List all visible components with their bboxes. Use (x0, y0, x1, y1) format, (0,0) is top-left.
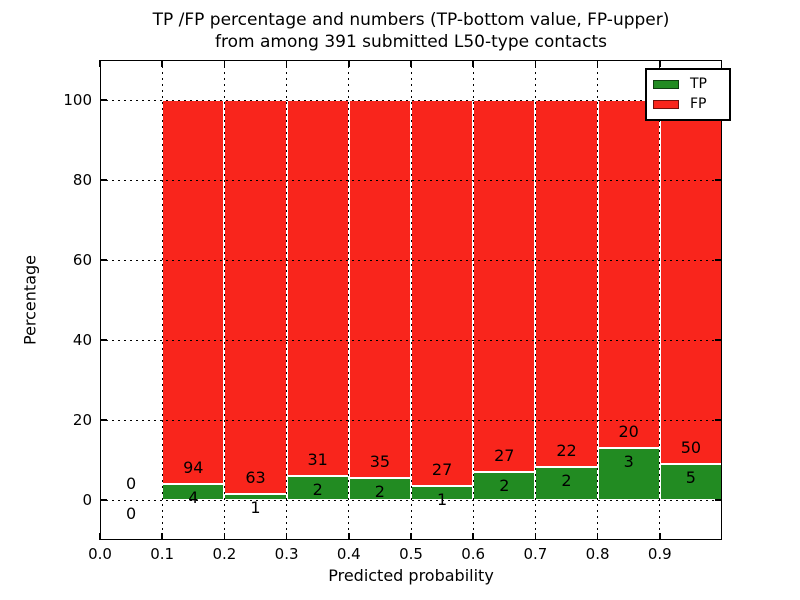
bar-count-label-fp: 35 (369, 452, 391, 472)
x-tick-mark (410, 533, 412, 540)
bar-segment-fp (473, 100, 536, 473)
bar-segment-fp (597, 100, 660, 448)
bar-count-label-fp: 31 (307, 449, 328, 469)
bar-segment-fp (286, 100, 349, 476)
x-tick-mark (659, 533, 661, 540)
chart-title-line-2: from among 391 submitted L50-type contac… (215, 32, 607, 52)
y-tick-mark-right (715, 259, 722, 261)
bar-segment-fp (224, 100, 287, 494)
bar-count-label-tp: 2 (499, 476, 510, 496)
bar-count-label-tp: 0 (126, 504, 137, 523)
y-tick-label: 20 (72, 411, 92, 429)
legend: TP FP (645, 68, 731, 121)
x-tick-label: 0.5 (399, 545, 423, 563)
y-tick-mark (100, 99, 107, 101)
x-tick-mark-top (223, 60, 226, 67)
bar-segment-tp (597, 447, 660, 500)
x-tick-mark-top (99, 60, 101, 67)
y-tick-mark (100, 499, 107, 501)
x-tick-label: 0.0 (88, 545, 112, 563)
x-tick-mark-top (161, 60, 163, 67)
y-tick-mark (100, 259, 107, 261)
legend-swatch-tp-icon (653, 79, 679, 89)
bar-count-label-fp: 27 (431, 459, 453, 479)
x-tick-label: 0.1 (150, 545, 175, 563)
bar-segment-fp (411, 100, 474, 486)
x-tick-mark (472, 533, 474, 540)
legend-item-fp: FP (653, 94, 723, 114)
bar-count-label-fp: 0 (126, 474, 137, 493)
bar-count-label-tp: 5 (685, 467, 696, 487)
y-tick-mark (100, 179, 107, 181)
legend-label-fp: FP (690, 96, 707, 112)
x-tick-mark (99, 533, 101, 540)
bar-segment-fp (348, 100, 411, 479)
bar-count-label-tp: 2 (374, 482, 385, 502)
y-tick-mark (100, 419, 107, 421)
bar-segment-fp (162, 100, 225, 484)
x-tick-mark (161, 533, 163, 540)
y-tick-mark-right (715, 339, 722, 341)
bar-segment-tp (659, 463, 722, 500)
legend-swatch-fp-icon (653, 99, 679, 109)
x-tick-label: 0.3 (274, 545, 299, 563)
x-tick-mark-top (285, 60, 288, 67)
bar-segment-tp (411, 485, 474, 500)
x-tick-mark-top (410, 60, 412, 67)
x-tick-mark (223, 533, 226, 540)
x-tick-mark-top (348, 60, 350, 67)
x-tick-label: 0.8 (585, 545, 610, 563)
x-axis-label: Predicted probability (328, 566, 494, 585)
x-tick-label: 0.9 (647, 545, 672, 563)
bar-segment-tp (473, 472, 536, 500)
x-tick-label: 0.6 (461, 545, 486, 563)
x-tick-mark-top (659, 60, 661, 67)
y-tick-mark-right (715, 419, 722, 421)
bar-count-label-fp: 27 (494, 446, 515, 466)
bar-segment-tp (224, 493, 287, 500)
x-tick-mark (348, 533, 350, 540)
x-tick-label: 0.2 (212, 545, 237, 563)
bar-count-label-tp: 3 (623, 451, 634, 471)
bar-count-label-tp: 2 (312, 479, 323, 499)
bar-count-label-tp: 4 (188, 487, 199, 507)
bar-count-label-fp: 94 (183, 457, 204, 477)
legend-item-tp: TP (653, 74, 723, 94)
bar-segment-tp (286, 475, 349, 500)
y-tick-mark-right (715, 499, 722, 501)
bar-count-label-tp: 1 (437, 489, 448, 509)
x-tick-mark-top (534, 60, 537, 67)
bar-segment-tp (348, 478, 411, 500)
x-tick-mark (534, 533, 537, 540)
x-tick-label: 0.4 (336, 545, 361, 563)
x-tick-mark-top (596, 60, 599, 67)
bar-count-label-tp: 2 (561, 470, 572, 490)
y-tick-label: 80 (72, 171, 92, 189)
bar-segment-tp (535, 466, 598, 500)
y-tick-label: 0 (82, 491, 92, 509)
x-tick-mark (596, 533, 599, 540)
x-tick-mark-top (472, 60, 474, 67)
chart-title-line-1: TP /FP percentage and numbers (TP-bottom… (152, 10, 670, 30)
legend-label-tp: TP (690, 76, 707, 92)
bar-count-label-tp: 1 (250, 497, 261, 517)
x-tick-mark (285, 533, 288, 540)
bar-count-label-fp: 20 (618, 421, 639, 441)
bar-count-label-fp: 63 (245, 467, 266, 487)
bar-segment-tp (162, 483, 225, 500)
y-tick-label: 60 (72, 251, 92, 269)
y-tick-mark-right (715, 179, 722, 181)
bar-segment-fp (535, 100, 598, 467)
bar-count-label-fp: 22 (556, 440, 577, 460)
x-tick-label: 0.7 (523, 545, 548, 563)
bar-segment-fp (659, 100, 722, 464)
bar-count-label-fp: 50 (680, 437, 702, 457)
y-tick-label: 40 (72, 331, 92, 349)
y-tick-mark (100, 339, 107, 341)
y-tick-label: 100 (63, 91, 92, 109)
